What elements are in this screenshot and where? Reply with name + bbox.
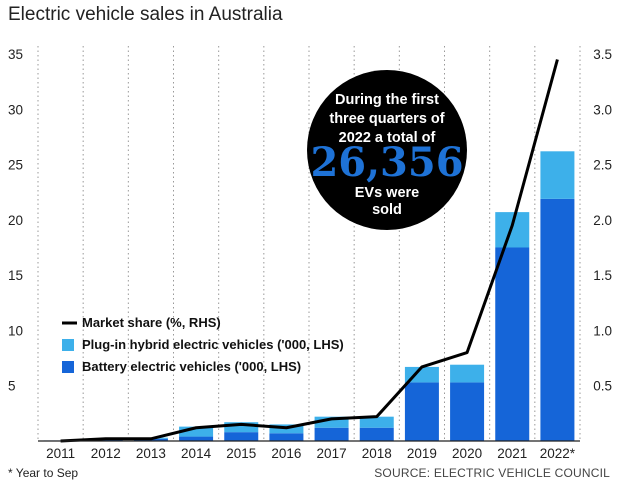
callout-line: 2022 a total of: [339, 130, 436, 146]
y-left-tick-label: 10: [8, 323, 23, 338]
legend-label: Battery electric vehicles ('000, LHS): [82, 359, 301, 374]
y-left-tick-label: 25: [8, 158, 23, 173]
y-right-tick-label: 1.0: [593, 323, 612, 338]
callout-line: During the first: [335, 92, 439, 108]
y-left-tick-label: 20: [8, 213, 23, 228]
axes: 5 10 15 20 25 30 35 0.5 1.0 1.5 2.0 2.5 3.0 3.5 2011 20…: [8, 47, 612, 461]
bar-bev: [450, 382, 485, 441]
legend-swatch-phev: [62, 339, 74, 351]
legend: Market share (%, RHS) Plug-in hybrid elec…: [62, 315, 344, 374]
bar-phev: [224, 422, 259, 433]
x-tick-label: 2019: [407, 446, 437, 461]
y-left-tick-label: 15: [8, 268, 23, 283]
bar-phev: [179, 426, 214, 437]
y-right-tick-label: 1.5: [593, 268, 612, 283]
x-tick-label: 2022*: [540, 446, 576, 461]
legend-label: Market share (%, RHS): [82, 315, 221, 330]
callout-line: three quarters of: [329, 111, 444, 127]
x-tick-label: 2014: [181, 446, 212, 461]
legend-swatch-bev: [62, 361, 74, 373]
x-tick-label: 2011: [46, 446, 75, 461]
y-right-tick-label: 2.5: [593, 158, 612, 173]
callout-line: sold: [372, 202, 402, 218]
bar-phev: [359, 416, 394, 428]
y-left-tick-label: 5: [8, 379, 16, 394]
bar-bev: [540, 198, 575, 441]
bar-bev: [269, 433, 304, 441]
grid-lines: [37, 46, 581, 441]
callout: During the first three quarters of 2022 a …: [307, 70, 467, 230]
chart-title: Electric vehicle sales in Australia: [8, 4, 283, 25]
bar-phev: [404, 366, 439, 383]
y-right-tick-label: 2.0: [593, 213, 612, 228]
bar-bev: [224, 432, 259, 441]
x-tick-label: 2018: [362, 446, 392, 461]
callout-number: 26,356: [310, 139, 463, 186]
x-tick-label: 2021: [497, 446, 527, 461]
bar-series: [43, 151, 575, 441]
source-note: SOURCE: ELECTRIC VEHICLE COUNCIL: [374, 466, 610, 480]
market-share-line: [60, 59, 559, 443]
x-tick-label: 2020: [452, 446, 482, 461]
market-share-series: [60, 59, 559, 443]
callout-line: EVs were: [355, 185, 420, 201]
callout-circle: [307, 70, 467, 230]
bar-bev: [495, 247, 530, 441]
y-left-tick-label: 30: [8, 102, 23, 117]
y-right-tick-label: 3.5: [593, 47, 612, 62]
x-tick-label: 2012: [91, 446, 121, 461]
x-tick-label: 2015: [226, 446, 256, 461]
bar-phev: [540, 151, 575, 199]
bar-phev: [314, 416, 349, 428]
x-tick-label: 2017: [317, 446, 347, 461]
bar-bev: [179, 436, 214, 441]
bar-phev: [450, 364, 485, 383]
footnote: * Year to Sep: [8, 466, 79, 480]
bar-bev: [404, 382, 439, 441]
y-left-tick-label: 35: [8, 47, 23, 62]
y-right-tick-label: 3.0: [593, 102, 612, 117]
legend-label: Plug-in hybrid electric vehicles ('000, …: [82, 337, 344, 352]
x-tick-label: 2016: [271, 446, 301, 461]
x-tick-label: 2013: [136, 446, 166, 461]
bar-bev: [359, 427, 394, 441]
bar-bev: [314, 427, 349, 441]
y-right-tick-label: 0.5: [593, 379, 612, 394]
